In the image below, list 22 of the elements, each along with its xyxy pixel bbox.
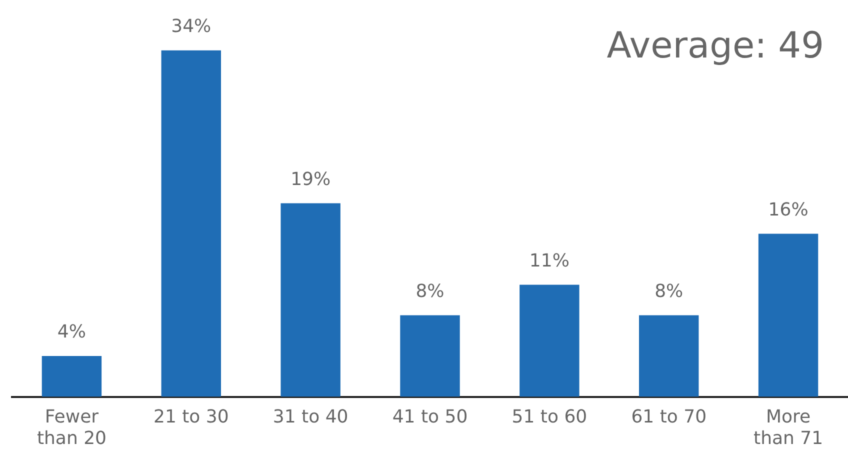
- data-label: 8%: [654, 280, 684, 302]
- data-label: 4%: [57, 322, 86, 343]
- bar: [520, 284, 580, 397]
- x-tick-label: 51 to 60: [512, 406, 588, 428]
- bar: [161, 50, 221, 397]
- x-tick-label: Fewer than 20: [36, 406, 106, 449]
- bar: [42, 356, 102, 397]
- x-tick-label: 41 to 50: [392, 406, 468, 428]
- x-tick-label: 31 to 40: [272, 406, 348, 428]
- data-label: 34%: [171, 16, 212, 38]
- bar: [758, 234, 818, 397]
- data-label: 19%: [290, 168, 331, 190]
- data-label: 11%: [529, 250, 570, 272]
- bar: [639, 315, 699, 397]
- x-tick-label: More than 71: [754, 406, 824, 449]
- x-tick-label: 61 to 70: [631, 406, 707, 428]
- data-label: 16%: [768, 199, 808, 220]
- bar: [280, 203, 340, 397]
- annotation: Average: 49: [606, 25, 824, 66]
- x-tick-label: 21 to 30: [153, 406, 229, 428]
- data-label: 8%: [416, 280, 444, 302]
- bar: [400, 315, 460, 397]
